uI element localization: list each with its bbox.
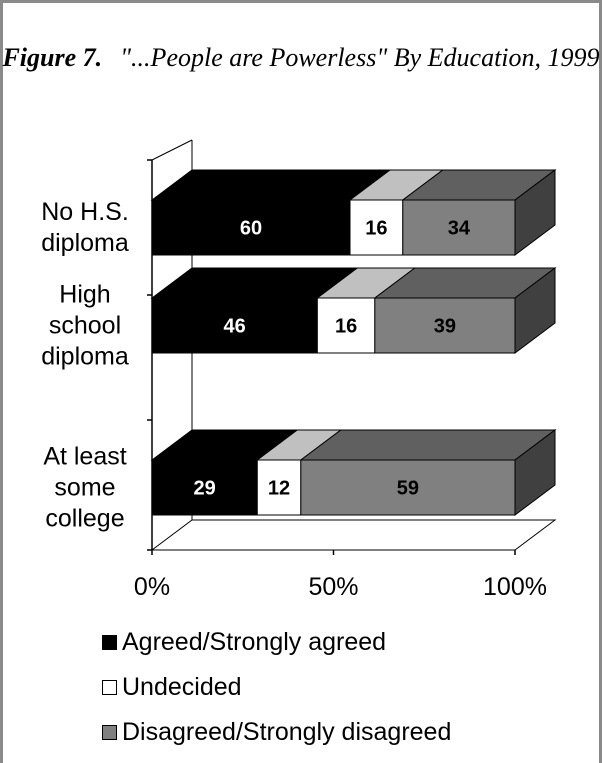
legend-label-undecided: Undecided [122, 673, 242, 701]
category-label: diploma [41, 229, 129, 257]
x-tick-label: 50% [308, 573, 358, 601]
legend: Agreed/Strongly agreed Undecided Disagre… [102, 620, 451, 755]
category-label: school [49, 312, 121, 340]
legend-item-agreed: Agreed/Strongly agreed [102, 620, 451, 665]
bar-top-face [299, 429, 557, 461]
bar [374, 297, 516, 354]
data-label: 16 [365, 218, 387, 240]
data-label: 16 [335, 316, 357, 338]
bar-top-face [150, 169, 392, 201]
chart-title-text: "...People are Powerless" By Education, … [120, 43, 600, 72]
chart-title-prefix: Figure 7. [2, 43, 103, 72]
bar [300, 459, 516, 516]
category-label: High [59, 281, 110, 309]
data-label: 39 [434, 316, 456, 338]
data-label: 46 [224, 316, 246, 338]
legend-item-disagreed: Disagreed/Strongly disagreed [102, 710, 451, 755]
bar [316, 297, 376, 354]
x-tick-label: 0% [134, 573, 170, 601]
legend-swatch-undecided [102, 680, 117, 695]
chart-wall-top-edge [151, 139, 193, 161]
legend-swatch-agreed [102, 635, 117, 650]
data-label: 59 [397, 478, 419, 500]
legend-label-agreed: Agreed/Strongly agreed [122, 628, 387, 656]
data-label: 34 [448, 218, 471, 240]
data-label: 60 [240, 218, 262, 240]
category-label: diploma [41, 343, 129, 371]
category-label: some [54, 474, 115, 502]
bar [151, 199, 351, 256]
category-label: college [45, 505, 124, 533]
x-tick-label: 100% [483, 573, 547, 601]
bar [256, 459, 302, 516]
category-label: At least [43, 443, 126, 471]
legend-label-disagreed: Disagreed/Strongly disagreed [122, 718, 452, 746]
data-label: 29 [194, 478, 216, 500]
chart-title: Figure 7. "...People are Powerless" By Ed… [0, 40, 602, 76]
legend-item-undecided: Undecided [102, 665, 451, 710]
bar [349, 199, 404, 256]
bar [151, 459, 258, 516]
data-label: 12 [268, 478, 290, 500]
bar [402, 199, 516, 256]
bar [151, 297, 318, 354]
legend-swatch-disagreed [102, 725, 117, 740]
category-label: No H.S. [41, 198, 129, 226]
chart-floor [150, 519, 557, 551]
